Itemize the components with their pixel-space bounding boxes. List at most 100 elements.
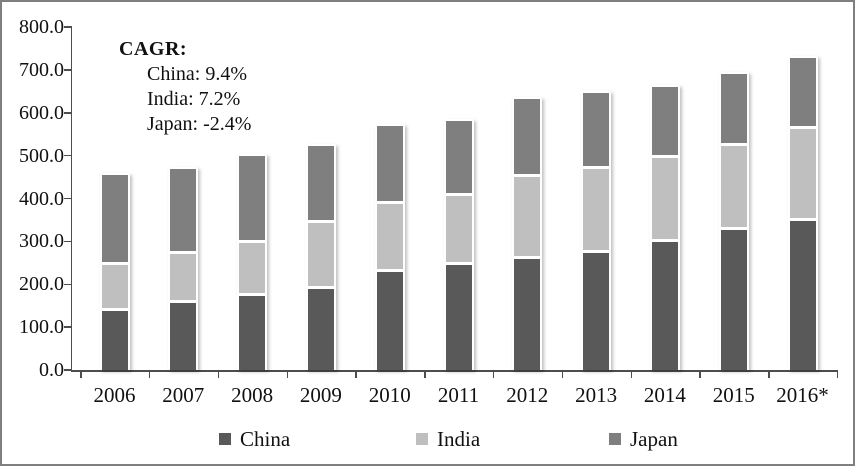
x-axis-tick (561, 371, 564, 378)
y-axis-tick (64, 112, 72, 114)
bar-2010 (374, 124, 405, 370)
bar-segment-india-2014 (649, 155, 680, 239)
x-axis-label-2016: 2016* (776, 383, 829, 407)
x-axis-label-2011: 2011 (437, 383, 480, 407)
bar-2015 (718, 72, 749, 370)
y-axis-tick (64, 240, 72, 243)
bar-segment-china-2006 (99, 308, 130, 370)
y-axis-tick-label: 400.0 (19, 187, 64, 210)
bar-segment-china-2007 (168, 300, 199, 370)
y-axis-tick (64, 69, 72, 71)
bar-segment-japan-2009 (305, 143, 336, 221)
x-axis-tick (148, 371, 151, 378)
bar-2013 (581, 90, 612, 370)
bar-segment-india-2009 (305, 220, 336, 286)
bar-segment-india-2016 (787, 125, 818, 219)
y-axis-tick (64, 154, 72, 157)
y-axis-tick (64, 283, 72, 285)
bar-segment-japan-2007 (168, 167, 199, 251)
y-axis-tick-label: 0.0 (39, 359, 64, 381)
y-axis-tick-label: 700.0 (19, 58, 64, 81)
bar-segment-china-2012 (512, 255, 543, 370)
x-axis-label-2008: 2008 (231, 383, 274, 407)
x-axis-tick (836, 371, 839, 378)
bar-segment-japan-2012 (512, 97, 543, 175)
x-axis-tick (217, 371, 220, 378)
x-axis-label-2015: 2015 (712, 383, 755, 407)
legend-label-japan: Japan (630, 426, 678, 451)
x-axis-label-2012: 2012 (506, 383, 549, 407)
bar-segment-japan-2015 (718, 72, 749, 144)
legend-swatch-china (219, 433, 231, 445)
y-axis-tick-label: 800.0 (19, 16, 64, 38)
bar-2007 (168, 167, 199, 370)
bar-segment-india-2006 (99, 261, 130, 309)
bar-2006 (99, 173, 130, 370)
bar-segment-china-2013 (581, 249, 612, 370)
bar-segment-china-2015 (718, 227, 749, 370)
bar-segment-china-2009 (305, 285, 336, 370)
y-axis-tick-label: 300.0 (19, 230, 64, 253)
legend-label-china: China (240, 426, 291, 451)
x-axis-tick (492, 371, 495, 378)
bar-segment-japan-2011 (443, 119, 474, 193)
cagr-line-japan: Japan: -2.4% (147, 113, 252, 135)
cagr-annotation: CAGR: China: 9.4% India: 7.2% Japan: -2.… (119, 36, 251, 137)
bar-2012 (512, 97, 543, 370)
cagr-line-india: India: 7.2% (147, 88, 241, 110)
x-axis-tick (355, 371, 357, 378)
bar-2014 (649, 85, 680, 370)
x-axis-label-2009: 2009 (299, 383, 342, 407)
y-axis-tick (64, 326, 72, 328)
y-axis-tick (64, 26, 72, 28)
legend-item-india: India (416, 426, 480, 452)
cagr-annotation-title: CAGR: (119, 38, 188, 60)
bar-segment-japan-2016 (787, 55, 818, 126)
bar-segment-china-2010 (374, 268, 405, 370)
x-axis-tick (80, 371, 82, 378)
bar-segment-india-2011 (443, 192, 474, 263)
bar-2008 (237, 153, 268, 370)
y-axis-tick-label: 500.0 (19, 144, 64, 167)
bar-segment-china-2014 (649, 238, 680, 370)
bar-2011 (443, 119, 474, 370)
x-axis-label-2006: 2006 (93, 383, 136, 407)
bar-segment-india-2015 (718, 143, 749, 228)
bar-segment-india-2012 (512, 174, 543, 256)
bar-2009 (305, 143, 336, 370)
bar-2016 (787, 55, 818, 370)
legend-swatch-japan (609, 433, 621, 445)
legend-item-japan: Japan (609, 426, 678, 452)
x-axis-label-2014: 2014 (643, 383, 686, 407)
legend-item-china: China (219, 426, 290, 452)
bar-segment-india-2013 (581, 166, 612, 250)
bar-segment-china-2011 (443, 262, 474, 370)
bar-segment-china-2016 (787, 218, 818, 370)
y-axis-tick (64, 369, 72, 371)
bar-segment-india-2008 (237, 239, 268, 293)
x-axis-tick (768, 371, 770, 378)
x-axis-tick (424, 371, 426, 378)
x-axis-line (70, 370, 839, 372)
y-axis-tick (64, 197, 72, 200)
legend-swatch-india (416, 433, 428, 445)
bar-segment-japan-2010 (374, 124, 405, 202)
bar-segment-japan-2006 (99, 173, 130, 262)
legend-label-india: India (437, 426, 481, 451)
x-axis-tick (286, 371, 288, 378)
x-axis-label-2013: 2013 (575, 383, 618, 407)
x-axis-tick (630, 371, 632, 378)
bar-segment-india-2007 (168, 250, 199, 301)
cagr-line-china: China: 9.4% (147, 63, 247, 85)
x-axis-tick (699, 371, 701, 378)
y-axis-tick-label: 600.0 (19, 101, 64, 124)
bar-segment-japan-2013 (581, 90, 612, 167)
bar-segment-china-2008 (237, 292, 268, 370)
bar-segment-india-2010 (374, 201, 405, 269)
y-axis-tick-label: 100.0 (19, 316, 64, 339)
x-axis-label-2010: 2010 (368, 383, 411, 407)
bar-segment-japan-2008 (237, 153, 268, 240)
y-axis-tick-label: 200.0 (19, 273, 64, 296)
